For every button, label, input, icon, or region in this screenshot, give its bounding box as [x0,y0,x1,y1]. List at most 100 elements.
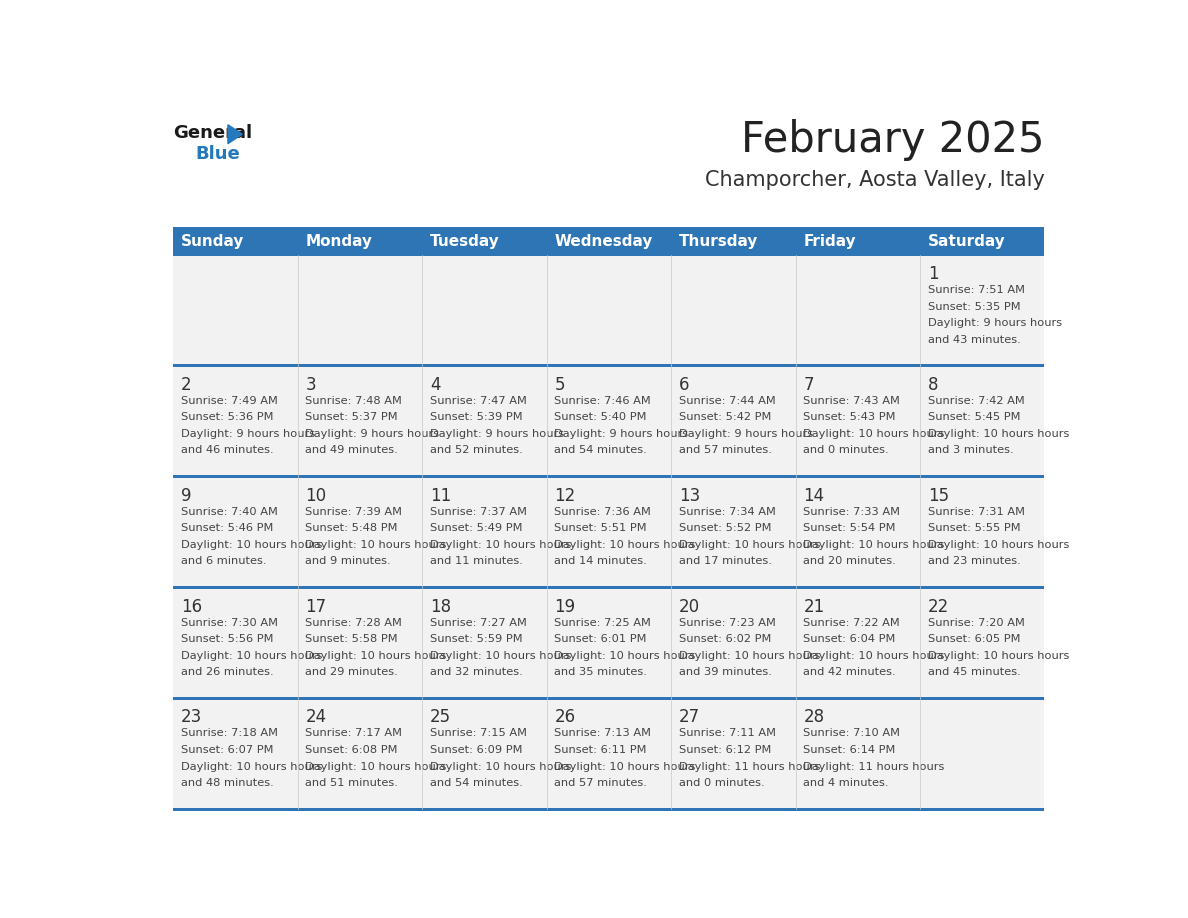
Text: and 3 minutes.: and 3 minutes. [928,445,1013,455]
Text: Daylight: 9 hours hours: Daylight: 9 hours hours [305,429,440,439]
Text: Daylight: 10 hours hours: Daylight: 10 hours hours [678,651,820,661]
Text: 17: 17 [305,598,327,616]
Text: Sunset: 5:55 PM: Sunset: 5:55 PM [928,523,1020,533]
Text: Sunset: 5:35 PM: Sunset: 5:35 PM [928,301,1020,311]
Text: 4: 4 [430,375,441,394]
Text: Daylight: 10 hours hours: Daylight: 10 hours hours [803,429,944,439]
Text: Sunset: 5:45 PM: Sunset: 5:45 PM [928,412,1020,422]
Text: Daylight: 10 hours hours: Daylight: 10 hours hours [803,651,944,661]
Text: Sunrise: 7:23 AM: Sunrise: 7:23 AM [678,618,776,628]
Text: 8: 8 [928,375,939,394]
Text: General: General [173,124,252,142]
Bar [173,697,1044,700]
Text: and 46 minutes.: and 46 minutes. [181,445,273,455]
Text: Sunrise: 7:49 AM: Sunrise: 7:49 AM [181,396,278,406]
Text: Sunrise: 7:40 AM: Sunrise: 7:40 AM [181,507,278,517]
Bar [173,586,1044,589]
Text: 27: 27 [678,709,700,726]
Text: and 0 minutes.: and 0 minutes. [678,778,764,789]
Text: 6: 6 [678,375,689,394]
Text: 18: 18 [430,598,451,616]
Text: and 52 minutes.: and 52 minutes. [430,445,523,455]
Text: Sunrise: 7:30 AM: Sunrise: 7:30 AM [181,618,278,628]
Text: 20: 20 [678,598,700,616]
Text: Daylight: 10 hours hours: Daylight: 10 hours hours [928,540,1069,550]
Text: Sunset: 5:48 PM: Sunset: 5:48 PM [305,523,398,533]
Text: Sunrise: 7:20 AM: Sunrise: 7:20 AM [928,618,1024,628]
Bar [173,227,1044,255]
Text: 2: 2 [181,375,191,394]
Text: Daylight: 10 hours hours: Daylight: 10 hours hours [181,762,322,772]
Text: Sunset: 5:39 PM: Sunset: 5:39 PM [430,412,523,422]
Text: Sunset: 5:58 PM: Sunset: 5:58 PM [305,634,398,644]
Text: 11: 11 [430,487,451,505]
Text: Sunset: 5:42 PM: Sunset: 5:42 PM [678,412,771,422]
Text: Daylight: 10 hours hours: Daylight: 10 hours hours [430,540,571,550]
Text: Sunrise: 7:13 AM: Sunrise: 7:13 AM [555,729,651,738]
Text: Daylight: 10 hours hours: Daylight: 10 hours hours [928,651,1069,661]
Text: and 23 minutes.: and 23 minutes. [928,556,1020,566]
Text: Sunrise: 7:47 AM: Sunrise: 7:47 AM [430,396,526,406]
Text: and 35 minutes.: and 35 minutes. [555,667,647,677]
Text: Sunset: 5:36 PM: Sunset: 5:36 PM [181,412,273,422]
Text: Daylight: 10 hours hours: Daylight: 10 hours hours [555,762,696,772]
Text: Sunrise: 7:43 AM: Sunrise: 7:43 AM [803,396,901,406]
Text: Sunrise: 7:51 AM: Sunrise: 7:51 AM [928,285,1025,295]
Text: and 45 minutes.: and 45 minutes. [928,667,1020,677]
Text: Sunset: 5:54 PM: Sunset: 5:54 PM [803,523,896,533]
Text: and 54 minutes.: and 54 minutes. [430,778,523,789]
Text: 23: 23 [181,709,202,726]
Text: 9: 9 [181,487,191,505]
Text: Sunset: 6:14 PM: Sunset: 6:14 PM [803,745,896,755]
Text: Daylight: 10 hours hours: Daylight: 10 hours hours [305,651,447,661]
Text: 26: 26 [555,709,575,726]
Text: 19: 19 [555,598,575,616]
Text: Sunrise: 7:36 AM: Sunrise: 7:36 AM [555,507,651,517]
Text: Wednesday: Wednesday [555,233,652,249]
Text: Daylight: 9 hours hours: Daylight: 9 hours hours [181,429,315,439]
Text: 21: 21 [803,598,824,616]
Text: 14: 14 [803,487,824,505]
Text: and 57 minutes.: and 57 minutes. [555,778,647,789]
Text: 3: 3 [305,375,316,394]
Text: Daylight: 10 hours hours: Daylight: 10 hours hours [430,762,571,772]
Text: Sunrise: 7:11 AM: Sunrise: 7:11 AM [678,729,776,738]
Text: Sunset: 5:37 PM: Sunset: 5:37 PM [305,412,398,422]
Text: Daylight: 11 hours hours: Daylight: 11 hours hours [678,762,820,772]
Text: and 32 minutes.: and 32 minutes. [430,667,523,677]
Text: Daylight: 10 hours hours: Daylight: 10 hours hours [678,540,820,550]
Text: Sunrise: 7:39 AM: Sunrise: 7:39 AM [305,507,403,517]
Text: Sunset: 5:46 PM: Sunset: 5:46 PM [181,523,273,533]
Text: and 57 minutes.: and 57 minutes. [678,445,772,455]
Text: and 14 minutes.: and 14 minutes. [555,556,647,566]
Text: Sunrise: 7:17 AM: Sunrise: 7:17 AM [305,729,403,738]
Text: Sunset: 6:11 PM: Sunset: 6:11 PM [555,745,647,755]
Text: 1: 1 [928,265,939,283]
Text: and 43 minutes.: and 43 minutes. [928,335,1020,344]
Text: Sunrise: 7:42 AM: Sunrise: 7:42 AM [928,396,1024,406]
Text: Sunset: 5:40 PM: Sunset: 5:40 PM [555,412,647,422]
Text: February 2025: February 2025 [741,119,1044,162]
Text: Daylight: 10 hours hours: Daylight: 10 hours hours [928,429,1069,439]
Text: Monday: Monday [305,233,373,249]
Text: Daylight: 9 hours hours: Daylight: 9 hours hours [678,429,813,439]
Text: 25: 25 [430,709,451,726]
Text: and 39 minutes.: and 39 minutes. [678,667,772,677]
Text: and 26 minutes.: and 26 minutes. [181,667,273,677]
Text: 10: 10 [305,487,327,505]
Text: and 42 minutes.: and 42 minutes. [803,667,896,677]
Text: Sunset: 5:49 PM: Sunset: 5:49 PM [430,523,523,533]
Text: 22: 22 [928,598,949,616]
Text: Sunset: 6:09 PM: Sunset: 6:09 PM [430,745,523,755]
Bar [173,227,1044,230]
Text: Daylight: 9 hours hours: Daylight: 9 hours hours [928,318,1062,328]
Bar [173,364,1044,367]
Text: and 54 minutes.: and 54 minutes. [555,445,647,455]
Bar [173,255,1044,365]
Text: Sunset: 5:56 PM: Sunset: 5:56 PM [181,634,273,644]
Text: and 48 minutes.: and 48 minutes. [181,778,273,789]
Text: Thursday: Thursday [678,233,758,249]
Text: Daylight: 10 hours hours: Daylight: 10 hours hours [305,762,447,772]
Text: Daylight: 9 hours hours: Daylight: 9 hours hours [555,429,689,439]
Text: Sunrise: 7:25 AM: Sunrise: 7:25 AM [555,618,651,628]
